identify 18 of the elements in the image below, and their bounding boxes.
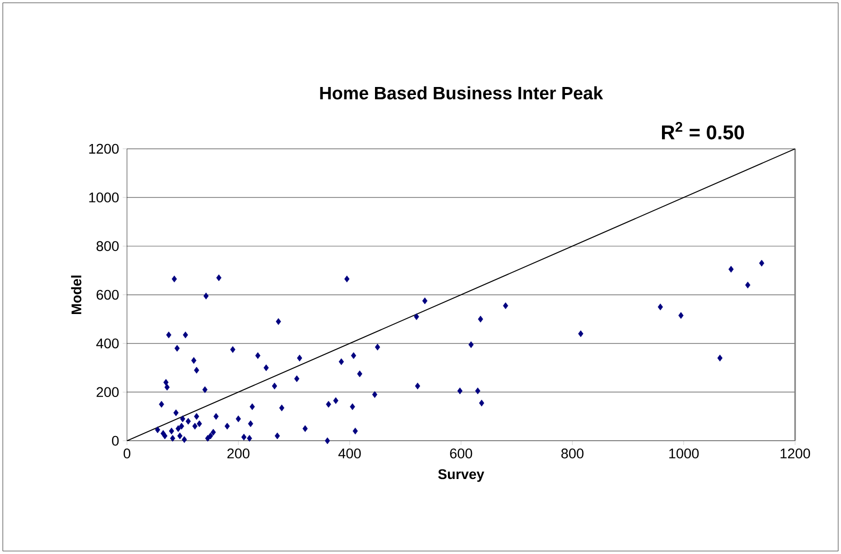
x-tick-label: 600	[450, 448, 472, 458]
x-tick-label: 1200	[780, 448, 810, 458]
y-tick-label: 200	[96, 387, 119, 398]
y-tick-label: 800	[96, 241, 119, 252]
x-tick-label: 400	[338, 448, 361, 458]
text: R$^{2}$ = 0.50	[662, 122, 744, 140]
y-axis-title: Model	[71, 276, 82, 314]
chart-title: Home Based Business Inter Peak	[320, 86, 604, 100]
x-tick-label: 200	[227, 448, 250, 458]
y-tick-label: 0	[112, 436, 119, 446]
y-tick-label: 1000	[89, 192, 119, 202]
x-axis-title: Survey	[438, 469, 484, 482]
x-tick-label: 800	[561, 448, 584, 458]
x-tick-label: 1000	[669, 448, 699, 458]
x-tick-label: 0	[124, 448, 130, 458]
y-tick-label: 600	[96, 290, 119, 300]
y-tick-label: 400	[96, 338, 119, 348]
y-tick-label: 1200	[89, 144, 119, 154]
